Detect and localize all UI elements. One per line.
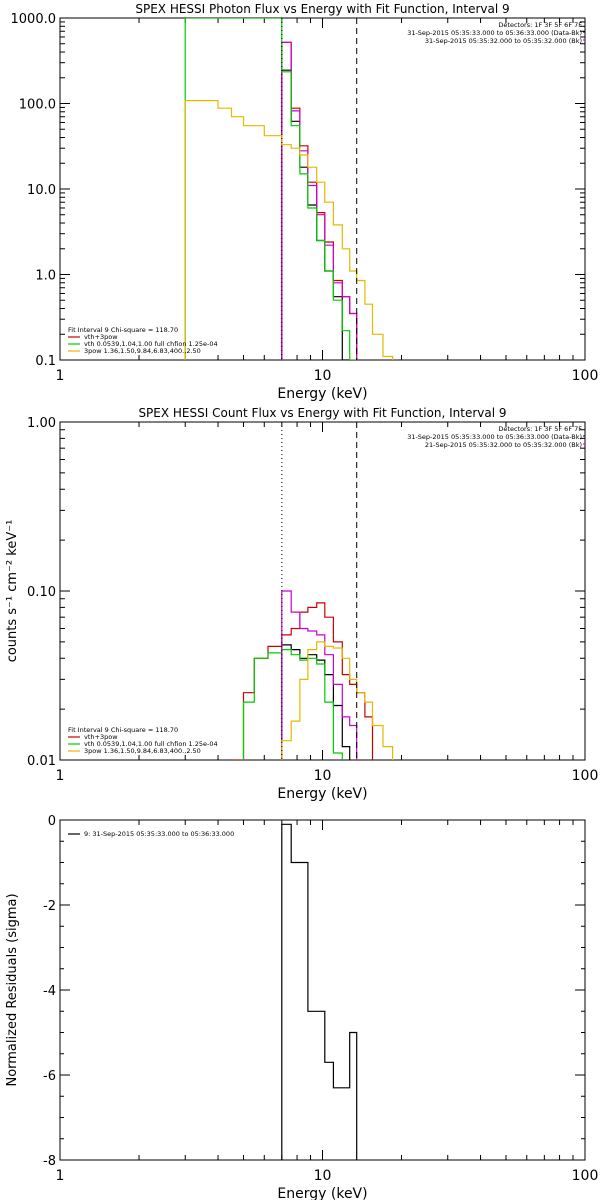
series-group: [281, 823, 358, 1160]
chart-title: SPEX HESSI Count Flux vs Energy with Fit…: [138, 406, 506, 420]
x-tick-label: 1: [56, 368, 65, 384]
x-axis-label: Energy (keV): [277, 386, 367, 402]
y-tick-label: 100.0: [19, 98, 56, 113]
legend-title: Fit Interval 9 Chi-square = 118.70: [68, 726, 178, 734]
x-tick-label: 10: [314, 768, 332, 784]
y-tick-label: -8: [43, 1154, 56, 1169]
count-flux-panel: SPEX HESSI Count Flux vs Energy with Fit…: [5, 406, 598, 802]
y-tick-label: 0.10: [27, 585, 56, 600]
y-tick-label: -4: [43, 984, 56, 999]
x-tick-label: 10: [314, 368, 332, 384]
photon-flux-panel: SPEX HESSI Photon Flux vs Energy with Fi…: [11, 2, 599, 402]
plot-frame: [59, 819, 586, 1161]
plot-frame: [59, 421, 586, 761]
legend-title: Fit Interval 9 Chi-square = 118.70: [68, 326, 178, 334]
x-tick-label: 1: [56, 1168, 65, 1184]
x-tick-label: 100: [572, 368, 599, 384]
x-tick-label: 1: [56, 768, 65, 784]
data-series-0: [281, 69, 350, 360]
x-tick-label: 100: [572, 768, 599, 784]
data-series-3: [184, 18, 357, 360]
y-tick-label: 0.01: [27, 754, 56, 769]
data-series-4: [184, 100, 394, 360]
x-tick-label: 10: [314, 1168, 332, 1184]
data-series-1: [281, 41, 358, 360]
y-axis-label: counts s⁻¹ cm⁻² keV⁻¹: [5, 520, 20, 663]
header-line: 31-Sep-2015 05:35:33.000 to 05:36:33.000…: [407, 433, 582, 441]
data-series-1: [281, 644, 351, 760]
header-line: 21-Sep-2015 05:35:32.000 to 05:35:32.000…: [425, 441, 582, 449]
data-series-2: [281, 41, 358, 360]
residuals-panel: 1 10 100 0 -2 -4 -6 -8 Energy (keV) Normalized Re…: [5, 814, 598, 1200]
y-tick-label: 1000.0: [11, 12, 57, 27]
y-tick-label: 10.0: [27, 183, 56, 198]
header-line: Detectors: 1F 3F 5F 6F 7F: [498, 425, 582, 433]
legend-label: 3pow 1.36,1.50,9.84,6.83,400.,2.50: [84, 747, 201, 755]
plot-frame: [59, 17, 586, 361]
x-tick-label: 100: [572, 1168, 599, 1184]
legend-label: vth+3pow: [84, 733, 118, 741]
legend-label: vth 0.0539,1.04,1.00 full chfion 1.25e-0…: [84, 740, 218, 748]
legend-label: 9: 31-Sep-2015 05:35:33.000 to 05:36:33.…: [84, 830, 234, 838]
legend-label: 3pow 1.36,1.50,9.84,6.83,400.,2.50: [84, 347, 201, 355]
data-series-0: [281, 823, 358, 1160]
y-tick-label: -6: [43, 1069, 56, 1084]
data-series-3: [281, 590, 358, 760]
legend-label: vth+3pow: [84, 333, 118, 341]
x-axis-label: Energy (keV): [277, 1186, 367, 1200]
header-line: Detectors: 1F 3F 5F 6F 7F: [498, 21, 582, 29]
series-group: [231, 590, 394, 760]
y-tick-label: 1.0: [35, 269, 56, 284]
header-line: 31-Sep-2015 05:35:33.000 to 05:36:33.000…: [407, 29, 582, 37]
y-tick-label: -2: [43, 899, 56, 914]
x-axis-label: Energy (keV): [277, 786, 367, 802]
y-axis-label: Normalized Residuals (sigma): [5, 893, 20, 1086]
header-line: 31-Sep-2015 05:35:32.000 to 05:35:32.000…: [425, 37, 582, 45]
y-tick-label: 0.1: [35, 354, 56, 369]
data-series-2: [242, 649, 343, 760]
chart-title: SPEX HESSI Photon Flux vs Energy with Fi…: [135, 2, 509, 16]
data-series-4: [281, 641, 394, 760]
legend-label: vth 0.0539,1.04,1.00 full chfion 1.25e-0…: [84, 340, 218, 348]
data-series-0: [231, 602, 374, 760]
y-tick-label: 0: [48, 814, 56, 829]
y-tick-label: 1.00: [27, 416, 56, 431]
series-group: [184, 18, 394, 360]
